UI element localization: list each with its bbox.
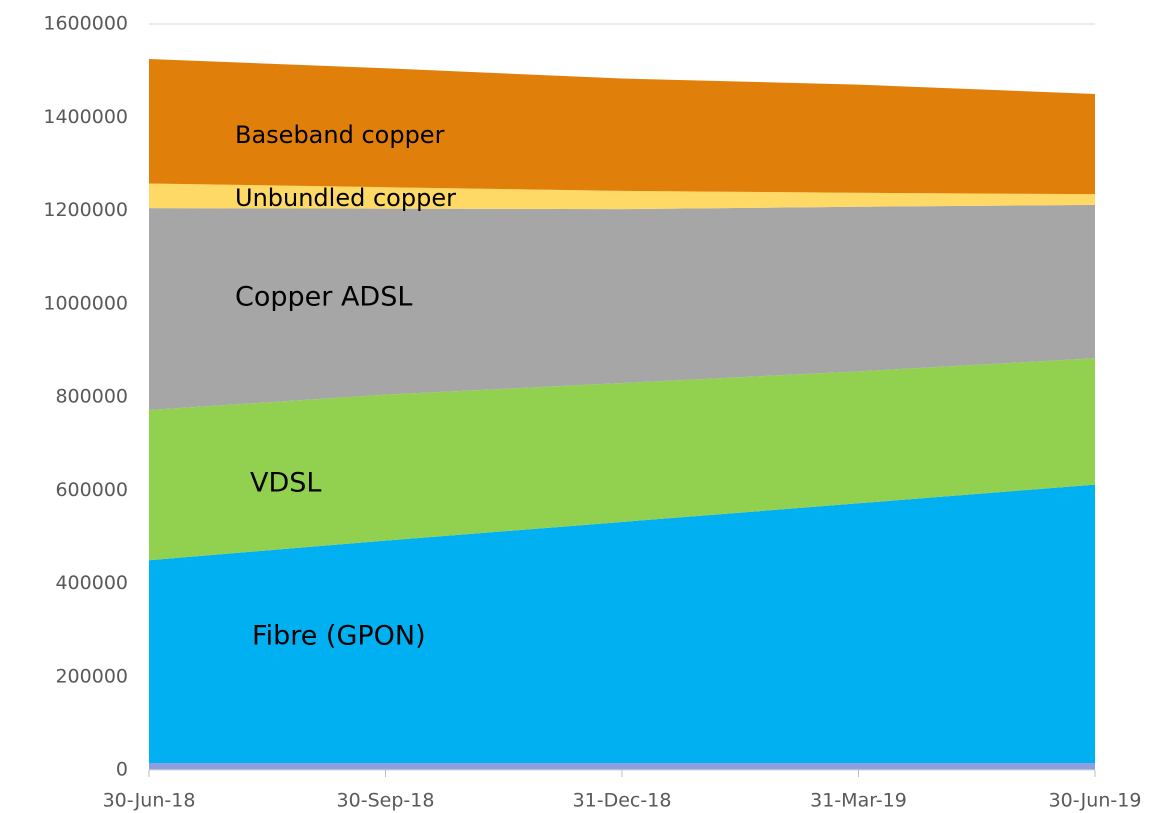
y-tick-label: 1400000 — [43, 106, 128, 128]
area — [149, 204, 1095, 411]
y-tick-label: 0 — [116, 759, 128, 781]
area — [149, 484, 1095, 764]
area — [149, 763, 1095, 770]
y-tick-label: 1600000 — [43, 13, 128, 35]
x-tick-label: 30-Jun-18 — [103, 790, 196, 812]
y-tick-label: 1200000 — [43, 199, 128, 221]
y-tick-label: 200000 — [55, 665, 128, 687]
series-label: VDSL — [250, 468, 321, 499]
series-label: Fibre (GPON) — [252, 621, 426, 652]
y-tick-label: 800000 — [55, 386, 128, 408]
series-label: Unbundled copper — [235, 184, 456, 212]
x-tick-label: 31-Dec-18 — [573, 790, 672, 812]
area — [149, 58, 1095, 195]
x-tick-label: 30-Sep-18 — [337, 790, 435, 812]
x-tick-label: 31-Mar-19 — [810, 790, 907, 812]
area — [149, 183, 1095, 210]
y-tick-label: 1000000 — [43, 292, 128, 314]
x-tick-label: 30-Jun-19 — [1049, 790, 1142, 812]
area — [149, 358, 1095, 561]
series-label: Copper ADSL — [235, 282, 412, 313]
y-tick-label: 400000 — [55, 572, 128, 594]
series-label: Baseband copper — [235, 121, 445, 149]
y-tick-label: 600000 — [55, 479, 128, 501]
